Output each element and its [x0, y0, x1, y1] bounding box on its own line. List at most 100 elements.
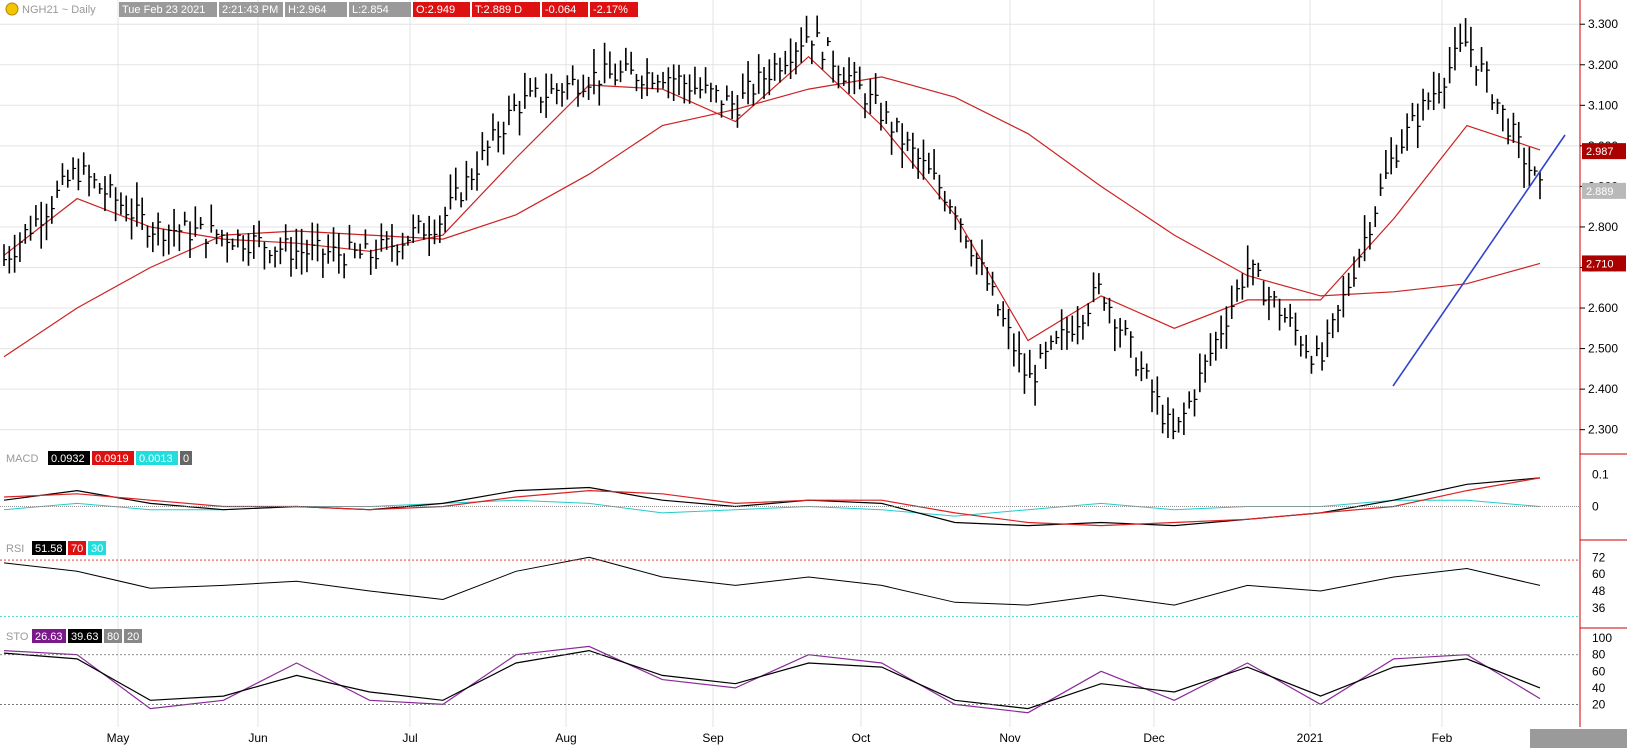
- price-bar: [896, 117, 900, 133]
- price-bar: [614, 63, 619, 86]
- price-bar: [247, 233, 252, 266]
- sto-d-value-label: 39.63: [71, 631, 99, 643]
- price-bar: [51, 196, 55, 224]
- ma-long-tag-bg: [1582, 255, 1626, 272]
- month-label: Jul: [402, 731, 417, 745]
- price-bar: [93, 173, 98, 189]
- price-bar: [699, 77, 704, 99]
- price-bar: [917, 148, 922, 179]
- price-bar: [29, 215, 34, 241]
- price-bar: [45, 203, 50, 241]
- price-bar: [901, 123, 906, 169]
- price-bar: [1385, 149, 1389, 179]
- price-bar: [183, 211, 188, 226]
- price-bar: [747, 61, 752, 105]
- price-bar: [635, 73, 640, 92]
- sto-tick-label: 100: [1592, 631, 1612, 645]
- price-bar: [672, 64, 677, 102]
- header-change-pct-label: -2.17%: [593, 4, 628, 16]
- price-pane: [3, 15, 1566, 440]
- header-time-bg: [219, 2, 283, 17]
- rsi-tick-label: 72: [1592, 550, 1606, 564]
- price-bar: [848, 57, 853, 94]
- macd-title: MACD: [6, 453, 38, 465]
- price-bar: [1252, 259, 1256, 286]
- price-bar: [981, 239, 985, 276]
- price-bar: [1230, 285, 1235, 319]
- price-bar: [683, 74, 688, 104]
- sto-tick-label: 60: [1592, 664, 1606, 678]
- month-label: Aug: [555, 731, 576, 745]
- price-bar: [157, 212, 162, 246]
- price-bar: [842, 67, 847, 86]
- price-bar: [476, 151, 481, 191]
- price-bar: [906, 131, 911, 152]
- price-bar: [1007, 309, 1012, 350]
- price-bar: [1199, 353, 1203, 393]
- price-bar: [1103, 296, 1108, 311]
- price-bar: [1284, 307, 1288, 323]
- price-bar: [540, 96, 544, 114]
- month-label: 2021: [1297, 731, 1324, 745]
- price-bar: [640, 75, 645, 99]
- price-bars: [3, 15, 1543, 440]
- price-bar: [231, 238, 236, 250]
- price-bar: [997, 304, 1001, 317]
- price-bar: [619, 60, 624, 83]
- price-bar: [1002, 301, 1007, 327]
- price-bar: [965, 235, 969, 249]
- price-bar: [816, 15, 821, 38]
- sto-title: STO: [6, 631, 29, 643]
- price-bar: [550, 73, 555, 94]
- price-bar: [1517, 121, 1522, 159]
- price-bar: [423, 223, 427, 240]
- price-bar: [1087, 303, 1092, 327]
- price-bar: [1071, 315, 1076, 342]
- trendline: [1392, 134, 1566, 387]
- price-bar: [821, 51, 826, 70]
- price-bar: [975, 252, 980, 275]
- price-bar: [625, 47, 629, 71]
- header-open-label: O:2.949: [416, 4, 455, 16]
- price-bar: [19, 232, 23, 262]
- price-bar: [811, 40, 815, 65]
- sto-upper-badge: 80: [104, 629, 122, 643]
- price-bar: [1459, 23, 1464, 52]
- macd-value-bg: [48, 451, 90, 465]
- rsi-pane: [0, 556, 1580, 617]
- scroll-handle: [1530, 729, 1627, 748]
- price-bar: [417, 215, 422, 234]
- rsi-line: [3, 556, 1541, 606]
- hist-value-bg: [136, 451, 178, 465]
- price-bar: [571, 65, 576, 86]
- header-open: O:2.949: [413, 2, 470, 17]
- price-bar: [880, 102, 884, 131]
- sto-k-line: [3, 645, 1541, 714]
- price-bar: [768, 59, 773, 96]
- price-bar: [61, 163, 66, 186]
- hist-value-label: 0.0013: [139, 453, 173, 465]
- price-bar: [1156, 376, 1161, 415]
- price-bar: [991, 271, 996, 296]
- price-bar: [1092, 272, 1097, 303]
- price-bar: [1475, 65, 1480, 86]
- price-bar: [688, 74, 693, 104]
- price-bar: [338, 233, 342, 274]
- price-bar: [24, 224, 29, 244]
- price-bar: [332, 227, 337, 262]
- price-bar: [173, 208, 178, 247]
- price-bar: [1167, 397, 1171, 439]
- price-bar: [252, 225, 257, 259]
- price-bar: [1416, 103, 1421, 149]
- sto-title-label: STO: [6, 631, 29, 643]
- price-bar: [13, 234, 18, 273]
- header-last-bg: [472, 2, 540, 17]
- price-bar: [598, 80, 603, 106]
- header-change-bg: [542, 2, 588, 17]
- sto-k-value: 26.63: [32, 629, 66, 643]
- price-bar: [784, 50, 789, 75]
- price-bar: [534, 77, 539, 98]
- price-bar: [741, 73, 746, 99]
- rsi-upper-badge-bg: [68, 541, 86, 555]
